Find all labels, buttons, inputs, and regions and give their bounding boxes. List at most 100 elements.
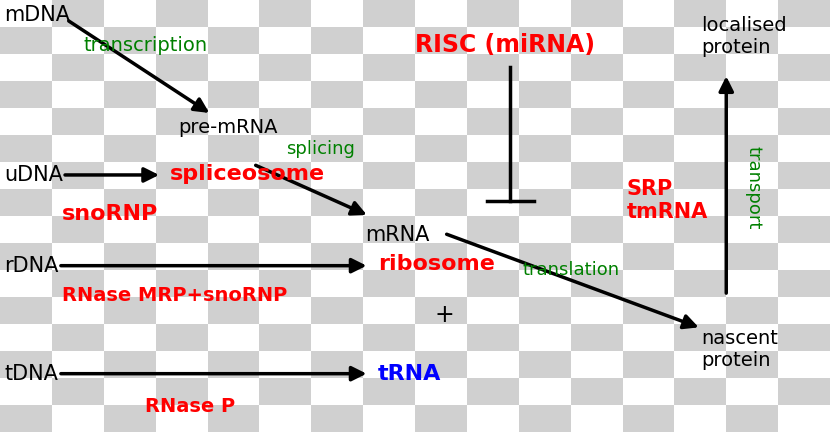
- Bar: [726, 135, 779, 162]
- Bar: [364, 135, 415, 162]
- Bar: [622, 216, 675, 243]
- Bar: [466, 243, 519, 270]
- Bar: [156, 81, 208, 108]
- Bar: [51, 216, 104, 243]
- Bar: [415, 405, 466, 432]
- Bar: [311, 324, 364, 351]
- Bar: [51, 405, 104, 432]
- Bar: [415, 81, 466, 108]
- Bar: [779, 297, 830, 324]
- Bar: [415, 324, 466, 351]
- Bar: [104, 135, 156, 162]
- Bar: [726, 405, 779, 432]
- Bar: [726, 189, 779, 216]
- Bar: [51, 108, 104, 135]
- Bar: [415, 189, 466, 216]
- Bar: [466, 135, 519, 162]
- Bar: [104, 297, 156, 324]
- Bar: [675, 27, 726, 54]
- Text: localised
protein: localised protein: [701, 16, 787, 57]
- Bar: [0, 324, 51, 351]
- Bar: [364, 81, 415, 108]
- Bar: [364, 405, 415, 432]
- Bar: [51, 270, 104, 297]
- Bar: [415, 54, 466, 81]
- Bar: [311, 405, 364, 432]
- Bar: [156, 189, 208, 216]
- Bar: [104, 243, 156, 270]
- Bar: [0, 0, 51, 27]
- Bar: [622, 351, 675, 378]
- Bar: [779, 189, 830, 216]
- Bar: [675, 189, 726, 216]
- Bar: [675, 162, 726, 189]
- Bar: [622, 135, 675, 162]
- Bar: [571, 405, 622, 432]
- Bar: [260, 378, 311, 405]
- Bar: [779, 216, 830, 243]
- Bar: [156, 0, 208, 27]
- Bar: [415, 270, 466, 297]
- Bar: [726, 27, 779, 54]
- Text: transcription: transcription: [83, 36, 208, 55]
- Text: RNase P: RNase P: [145, 397, 236, 416]
- Bar: [311, 108, 364, 135]
- Bar: [675, 216, 726, 243]
- Bar: [466, 378, 519, 405]
- Bar: [622, 54, 675, 81]
- Bar: [779, 351, 830, 378]
- Bar: [364, 27, 415, 54]
- Bar: [571, 54, 622, 81]
- Bar: [519, 324, 571, 351]
- Bar: [208, 189, 260, 216]
- Bar: [779, 405, 830, 432]
- Bar: [779, 108, 830, 135]
- Bar: [260, 135, 311, 162]
- Bar: [779, 0, 830, 27]
- Bar: [311, 270, 364, 297]
- Bar: [311, 189, 364, 216]
- Bar: [622, 108, 675, 135]
- Bar: [675, 54, 726, 81]
- Bar: [260, 108, 311, 135]
- Bar: [364, 216, 415, 243]
- Text: uDNA: uDNA: [4, 165, 63, 185]
- Bar: [0, 189, 51, 216]
- Bar: [519, 297, 571, 324]
- Bar: [364, 162, 415, 189]
- Bar: [622, 324, 675, 351]
- Bar: [726, 0, 779, 27]
- Bar: [0, 270, 51, 297]
- Bar: [104, 405, 156, 432]
- Bar: [260, 405, 311, 432]
- Bar: [156, 243, 208, 270]
- Bar: [466, 324, 519, 351]
- Bar: [364, 270, 415, 297]
- Bar: [364, 297, 415, 324]
- Bar: [466, 297, 519, 324]
- Bar: [51, 324, 104, 351]
- Bar: [156, 405, 208, 432]
- Bar: [779, 270, 830, 297]
- Bar: [571, 324, 622, 351]
- Bar: [571, 81, 622, 108]
- Bar: [726, 297, 779, 324]
- Bar: [415, 162, 466, 189]
- Bar: [51, 189, 104, 216]
- Bar: [519, 351, 571, 378]
- Bar: [675, 108, 726, 135]
- Bar: [208, 297, 260, 324]
- Bar: [104, 108, 156, 135]
- Bar: [622, 297, 675, 324]
- Bar: [260, 297, 311, 324]
- Bar: [156, 324, 208, 351]
- Bar: [0, 297, 51, 324]
- Bar: [51, 27, 104, 54]
- Bar: [675, 324, 726, 351]
- Text: snoRNP: snoRNP: [62, 204, 159, 224]
- Bar: [779, 135, 830, 162]
- Bar: [260, 216, 311, 243]
- Bar: [726, 162, 779, 189]
- Bar: [208, 324, 260, 351]
- Bar: [104, 54, 156, 81]
